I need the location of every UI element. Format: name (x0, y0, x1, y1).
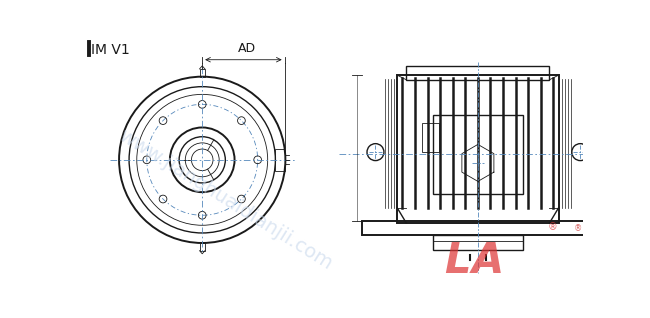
Bar (406, 66, 549, 80)
Bar (361, 221, 586, 234)
Text: A: A (472, 240, 504, 282)
Bar (200, 69, 205, 77)
Text: ®: ® (573, 224, 582, 233)
Text: IM V1: IM V1 (92, 43, 130, 57)
Bar (397, 75, 559, 223)
Bar (276, 149, 285, 170)
Bar (433, 115, 523, 194)
Bar (422, 123, 439, 152)
Text: AD: AD (238, 42, 256, 55)
Bar (200, 243, 205, 251)
Text: L: L (444, 240, 471, 282)
Text: ®: ® (548, 222, 558, 232)
Text: www.jianghuaidianjii.com: www.jianghuaidianjii.com (115, 126, 335, 274)
Bar (433, 234, 523, 250)
